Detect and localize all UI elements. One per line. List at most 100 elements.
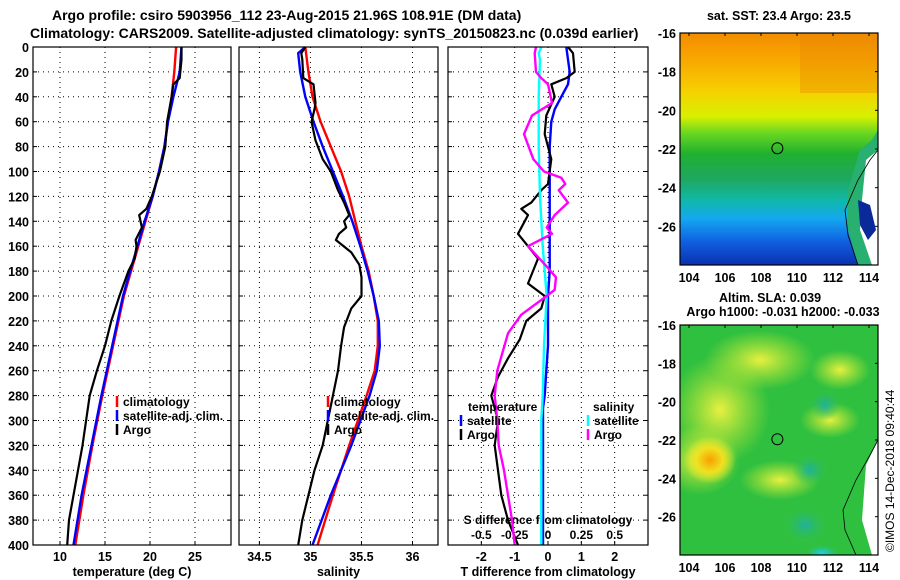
x-tick-label: 35 (303, 550, 317, 564)
x-tick-label: 20 (143, 550, 157, 564)
x-tick-label: 1 (578, 550, 585, 564)
legend-label: climatology (334, 395, 401, 409)
series-line-argo (66, 47, 183, 546)
sla-map-subtitle: Argo h1000: -0.031 h2000: -0.033 (686, 305, 879, 319)
secondary-tick-label: 0.25 (570, 528, 594, 542)
legend-label: Argo (594, 428, 622, 442)
x-tick-label: 34.5 (247, 550, 271, 564)
legend-label: satellite (467, 414, 512, 428)
sst-map-image (680, 33, 878, 265)
sst-coastline (844, 149, 879, 266)
map-y-tick-label: -24 (658, 182, 676, 196)
x-tick-label: 0 (545, 550, 552, 564)
y-tick-label: 400 (8, 539, 29, 553)
y-tick-label: 320 (8, 439, 29, 453)
secondary-tick-label: 0 (545, 528, 552, 542)
map-x-tick-label: 106 (715, 271, 736, 285)
x-tick-label: -2 (476, 550, 487, 564)
y-tick-label: 240 (8, 340, 29, 354)
secondary-tick-label: -0.5 (471, 528, 492, 542)
secondary-tick-label: 0.5 (606, 528, 623, 542)
sla-map-title: Altim. SLA: 0.039 (719, 291, 821, 305)
x-axis-label: temperature (deg C) (73, 565, 192, 579)
y-tick-label: 80 (15, 141, 29, 155)
plot-frame (238, 46, 439, 546)
series-line-satellite-adj-clim- (72, 46, 183, 546)
y-tick-label: 120 (8, 190, 29, 204)
sst-map-title: sat. SST: 23.4 Argo: 23.5 (707, 9, 851, 23)
x-axis-label: salinity (317, 565, 360, 579)
y-tick-label: 40 (15, 91, 29, 105)
map-x-tick-label: 112 (823, 561, 843, 575)
x-tick-label: -1 (509, 550, 520, 564)
map-y-tick-label: -18 (658, 66, 676, 80)
y-tick-label: 300 (8, 415, 29, 429)
map-x-tick-label: 106 (715, 561, 736, 575)
sla-map-image (680, 325, 878, 555)
map-y-tick-label: -20 (658, 104, 676, 118)
legend-label: climatology (123, 395, 190, 409)
y-tick-label: 260 (8, 365, 29, 379)
map-y-tick-label: -20 (658, 396, 676, 410)
sla-map-axes: 104 106 108 110 112 114 -16 -18 -20 -22 -24 -26 (658, 319, 879, 575)
y-tick-label: 340 (8, 464, 29, 478)
map-y-tick-label: -22 (658, 434, 676, 448)
y-tick-label: 60 (15, 116, 29, 130)
series-line-satellite-adj-clim- (297, 46, 381, 546)
series-line-t-satellite (541, 46, 571, 545)
y-tick-label: 280 (8, 390, 29, 404)
series-line-s-satellite (537, 46, 548, 545)
x-tick-label: 25 (188, 550, 202, 564)
y-tick-label: 100 (8, 166, 29, 180)
x-tick-label: 36 (406, 550, 420, 564)
y-tick-label: 180 (8, 265, 29, 279)
series-line-s-argo (493, 46, 570, 546)
map-y-tick-label: -26 (658, 511, 676, 525)
map-y-tick-label: -16 (658, 27, 676, 41)
map-y-tick-label: -18 (658, 357, 676, 371)
y-tick-label: 160 (8, 240, 29, 254)
map-x-tick-label: 108 (751, 561, 772, 575)
legend-label: Argo (467, 428, 495, 442)
x-tick-label: 15 (98, 550, 112, 564)
y-tick-label: 380 (8, 514, 29, 528)
map-y-tick-label: -26 (658, 220, 676, 234)
sla-coastline (842, 439, 879, 556)
y-tick-label: 200 (8, 290, 29, 304)
map-y-tick-label: -16 (658, 319, 676, 333)
difference-panel: -2 -1 0 1 2 S difference from climatology-0.5… (447, 46, 649, 579)
x-axis-label: T difference from climatology (460, 565, 635, 579)
map-y-tick-label: -24 (658, 472, 676, 486)
map-y-tick-label: -22 (658, 143, 676, 157)
map-x-tick-label: 114 (859, 561, 879, 575)
map-x-tick-label: 114 (859, 271, 879, 285)
y-tick-label: 0 (22, 41, 29, 55)
map-x-tick-label: 112 (823, 271, 843, 285)
map-x-tick-label: 108 (751, 271, 772, 285)
y-tick-label: 220 (8, 315, 29, 329)
map-x-tick-label: 104 (679, 271, 700, 285)
series-line-argo (297, 46, 363, 546)
legend-label: Argo (334, 423, 362, 437)
legend-label: satellite-adj. clim. (334, 409, 434, 423)
salinity-panel: 34.5 35 35.5 36 salinity climatologysatellite… (238, 46, 439, 579)
temperature-panel: 10 15 20 25 0 20 40 60 80 100 120 140 160 180 200 220 24… (8, 41, 232, 579)
legend-label: Argo (123, 423, 151, 437)
y-tick-label: 140 (8, 215, 29, 229)
y-tick-label: 360 (8, 489, 29, 503)
x-tick-label: 35.5 (349, 550, 373, 564)
legend-label: satellite-adj. clim. (123, 409, 223, 423)
title-line-2: Climatology: CARS2009. Satellite-adjuste… (30, 25, 638, 41)
legend-label: satellite (594, 414, 639, 428)
x-tick-label: 2 (611, 550, 618, 564)
map-x-tick-label: 110 (787, 271, 807, 285)
legend-title-temperature: temperature (468, 400, 538, 414)
sst-argo-location-marker (771, 142, 784, 155)
title-line-1: Argo profile: csiro 5903956_112 23-Aug-2… (52, 7, 521, 23)
map-x-tick-label: 110 (787, 561, 807, 575)
sst-map-axes: 104 106 108 110 112 114 -16 -18 -20 -22 -24 -26 (658, 27, 879, 285)
legend-title-salinity: salinity (593, 400, 635, 414)
plot-frame (32, 46, 232, 546)
map-x-tick-label: 104 (679, 561, 700, 575)
